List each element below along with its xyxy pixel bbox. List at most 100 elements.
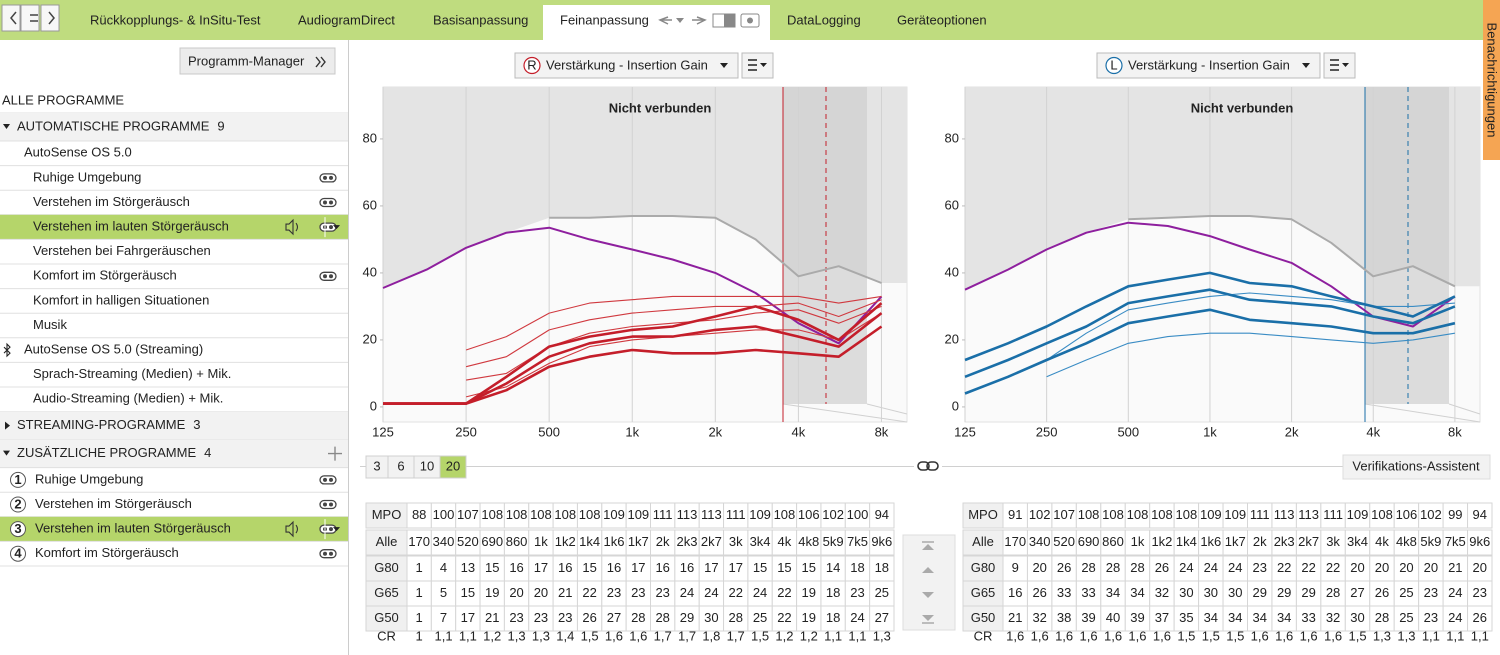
table-cell[interactable] xyxy=(479,555,505,582)
program-item[interactable]: Komfort im Störgeräusch xyxy=(35,545,179,560)
table-cell[interactable] xyxy=(479,605,505,632)
table-cell[interactable] xyxy=(1247,555,1273,582)
table-cell[interactable] xyxy=(1173,580,1200,607)
table-cell[interactable] xyxy=(650,605,676,632)
table-cell[interactable] xyxy=(1467,502,1493,529)
table-cell[interactable] xyxy=(820,580,846,607)
table-cell[interactable] xyxy=(601,555,627,582)
table-cell[interactable] xyxy=(479,580,505,607)
table-cell[interactable] xyxy=(1198,555,1224,582)
verification-label[interactable]: Verifikations-Assistent xyxy=(1352,458,1480,473)
table-cell[interactable] xyxy=(528,555,554,582)
notification-label[interactable]: Benachrichtigungen xyxy=(1485,23,1500,138)
table-cell[interactable] xyxy=(869,555,895,582)
gain-dropdown[interactable] xyxy=(1096,52,1321,79)
table-cell[interactable] xyxy=(1393,502,1420,529)
table-cell[interactable] xyxy=(1467,580,1493,607)
tab[interactable]: Rückkopplungs- & InSitu-Test xyxy=(90,12,261,27)
table-cell[interactable] xyxy=(1442,605,1469,632)
table-cell[interactable] xyxy=(1149,502,1175,529)
table-cell[interactable] xyxy=(406,605,432,632)
program-item[interactable]: Komfort in halligen Situationen xyxy=(33,292,209,307)
nav-button[interactable] xyxy=(40,4,60,32)
resolution-label[interactable]: 6 xyxy=(397,458,404,473)
table-cell[interactable] xyxy=(455,605,481,632)
nav-button[interactable] xyxy=(20,4,40,32)
link-toggle-icon[interactable] xyxy=(319,173,337,183)
link-toggle-icon[interactable] xyxy=(319,271,337,281)
link-toggle-icon[interactable] xyxy=(319,549,337,559)
table-cell[interactable] xyxy=(796,605,822,632)
tab[interactable]: DataLogging xyxy=(787,12,861,27)
table-cell[interactable] xyxy=(650,580,676,607)
gain-dropdown-label[interactable]: Verstärkung - Insertion Gain xyxy=(1128,57,1290,72)
program-item[interactable]: Musik xyxy=(33,317,67,332)
expanded-triangle[interactable] xyxy=(3,124,10,129)
table-cell[interactable] xyxy=(796,502,822,529)
table-cell[interactable] xyxy=(528,605,554,632)
verification-button[interactable] xyxy=(1342,454,1491,480)
row-menu-arrow[interactable] xyxy=(333,527,340,532)
link-toggle-icon[interactable] xyxy=(319,197,337,208)
program-item[interactable]: Audio-Streaming (Medien) + Mik. xyxy=(33,391,223,406)
table-cell[interactable] xyxy=(1002,555,1028,582)
table-cell[interactable] xyxy=(625,555,652,582)
table-cell[interactable] xyxy=(552,605,578,632)
table-cell[interactable] xyxy=(650,555,676,582)
link-toggle-icon[interactable] xyxy=(319,475,337,485)
table-cell[interactable] xyxy=(1271,580,1297,607)
table-cell[interactable] xyxy=(1124,502,1151,529)
table-cell[interactable] xyxy=(1149,555,1175,582)
group-title[interactable]: STREAMING-PROGRAMME xyxy=(17,417,186,432)
program-item[interactable]: Ruhige Umgebung xyxy=(35,471,143,486)
link-toggle-icon[interactable] xyxy=(319,524,337,534)
tab[interactable]: Basisanpassung xyxy=(433,12,528,27)
all-programs[interactable]: ALLE PROGRAMME xyxy=(2,92,124,107)
table-cell[interactable] xyxy=(1467,605,1493,632)
view-menu-button[interactable] xyxy=(741,52,774,79)
program-manager-label[interactable]: Programm-Manager xyxy=(188,53,305,68)
table-cell[interactable] xyxy=(1222,502,1249,529)
table-cell[interactable] xyxy=(747,580,773,607)
table-cell[interactable] xyxy=(820,502,846,529)
table-cell[interactable] xyxy=(1369,605,1395,632)
table-cell[interactable] xyxy=(723,555,749,582)
table-cell[interactable] xyxy=(1295,502,1322,529)
table-cell[interactable] xyxy=(503,605,530,632)
table-cell[interactable] xyxy=(552,502,578,529)
table-cell[interactable] xyxy=(1075,605,1102,632)
table-cell[interactable] xyxy=(1369,580,1395,607)
table-cell[interactable] xyxy=(430,555,457,582)
add-icon[interactable] xyxy=(328,446,342,461)
table-cell[interactable] xyxy=(1026,605,1053,632)
tab[interactable]: Geräteoptionen xyxy=(897,12,987,27)
row-menu-arrow[interactable] xyxy=(333,225,340,230)
step-arrow[interactable] xyxy=(922,567,934,573)
program-item[interactable]: Ruhige Umgebung xyxy=(33,169,141,184)
table-cell[interactable] xyxy=(844,580,871,607)
group-title[interactable]: AUTOMATISCHE PROGRAMME xyxy=(17,118,210,133)
table-cell[interactable] xyxy=(1271,605,1297,632)
table-cell[interactable] xyxy=(479,502,505,529)
table-cell[interactable] xyxy=(1051,605,1077,632)
expanded-triangle[interactable] xyxy=(3,450,10,456)
table-cell[interactable] xyxy=(796,580,822,607)
table-cell[interactable] xyxy=(1026,502,1053,529)
table-cell[interactable] xyxy=(1002,580,1028,607)
program-item[interactable]: Sprach-Streaming (Medien) + Mik. xyxy=(33,366,231,381)
table-cell[interactable] xyxy=(771,555,798,582)
table-cell[interactable] xyxy=(1247,580,1273,607)
view-menu-button[interactable] xyxy=(1323,52,1356,79)
program-item[interactable]: Verstehen bei Fahrgeräuschen xyxy=(33,243,211,258)
link-toggle-icon[interactable] xyxy=(319,222,337,232)
table-cell[interactable] xyxy=(455,580,481,607)
program-item[interactable]: Verstehen im lauten Störgeräusch xyxy=(35,521,231,536)
table-cell[interactable] xyxy=(820,605,846,632)
tab[interactable]: Feinanpassung xyxy=(560,12,649,27)
table-cell[interactable] xyxy=(869,605,895,632)
table-cell[interactable] xyxy=(1198,605,1224,632)
step-arrow[interactable] xyxy=(922,615,934,621)
table-cell[interactable] xyxy=(1295,605,1322,632)
resolution-label[interactable]: 20 xyxy=(446,458,460,473)
link-toggle-icon[interactable] xyxy=(319,499,337,510)
